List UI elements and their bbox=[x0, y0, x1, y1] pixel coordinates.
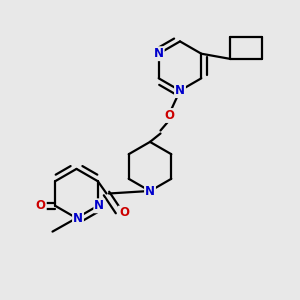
Text: N: N bbox=[145, 184, 155, 198]
Text: N: N bbox=[73, 212, 83, 225]
Text: N: N bbox=[175, 84, 185, 97]
Text: O: O bbox=[164, 109, 175, 122]
Text: N: N bbox=[94, 199, 104, 212]
Text: O: O bbox=[36, 199, 46, 212]
Text: O: O bbox=[119, 206, 129, 220]
Text: N: N bbox=[154, 47, 164, 60]
